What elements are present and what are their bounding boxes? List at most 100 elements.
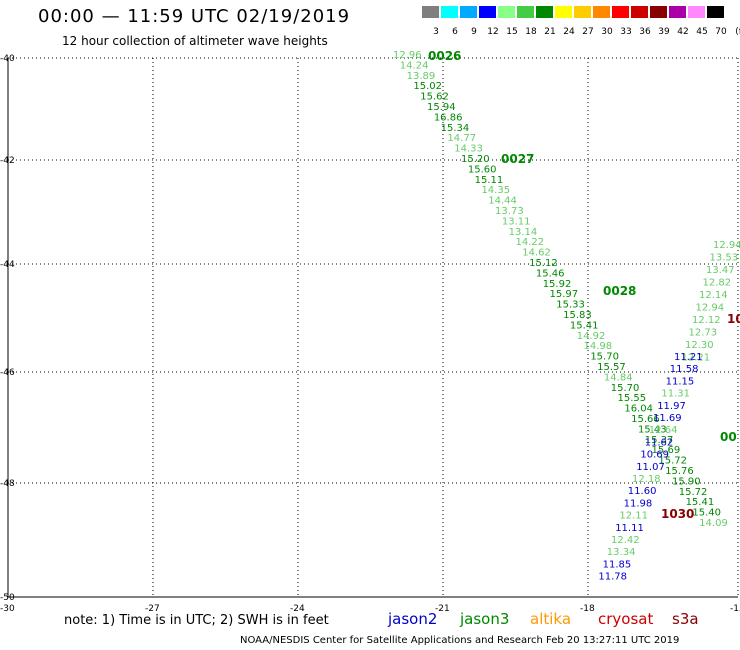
- track-value: 15.94: [427, 102, 456, 113]
- scale-swatch: [479, 6, 496, 18]
- track-value: 13.73: [495, 206, 524, 217]
- lon-label: -18: [580, 604, 595, 614]
- track-value: 12.96: [393, 50, 422, 61]
- track-value: 14.44: [488, 196, 517, 207]
- track-value: 14.84: [604, 372, 633, 383]
- track-value: 15.83: [563, 310, 592, 321]
- track-id: 0028: [603, 284, 636, 298]
- scale-swatch: [688, 6, 705, 18]
- track-value: 16.86: [434, 112, 463, 123]
- track-id: 0027: [501, 152, 534, 166]
- blue-track-value: 12.42: [611, 535, 640, 546]
- track-value: 15.62: [420, 92, 449, 103]
- blue-track-value: 11.31: [661, 389, 690, 400]
- lat-label: -40: [0, 54, 15, 64]
- track-value: 15.43: [638, 424, 667, 435]
- scale-label: 33: [620, 27, 632, 37]
- blue-track-value: 11.85: [603, 559, 632, 570]
- track-value: 13.14: [509, 227, 538, 238]
- scale-swatch: [669, 6, 686, 18]
- scale-label: 42: [677, 27, 689, 37]
- lat-label: -50: [0, 593, 15, 603]
- blue-track-value: 11.97: [657, 401, 686, 412]
- lon-label: -30: [0, 604, 15, 614]
- lon-label: -24: [290, 604, 305, 614]
- track-value: 15.55: [618, 393, 647, 404]
- track-value: 15.69: [652, 445, 681, 456]
- lat-label: -44: [0, 260, 15, 270]
- track-value: 16.04: [624, 404, 653, 415]
- track-value: 14.62: [522, 248, 551, 259]
- scale-label: 39: [658, 27, 670, 37]
- scale-unit: (ft): [735, 27, 740, 37]
- blue-track-value: 11.21: [674, 352, 703, 363]
- track-value: 14.33: [454, 144, 483, 155]
- blue-track-value: 11.11: [615, 523, 644, 534]
- track-value: 15.72: [658, 456, 687, 467]
- lon-label: -27: [145, 604, 160, 614]
- blue-track-value: 12.64: [649, 425, 678, 436]
- track-value: 14.77: [447, 133, 476, 144]
- track-value: 15.02: [413, 81, 442, 92]
- track-id: 1030: [661, 507, 694, 521]
- scale-label: 12: [487, 27, 499, 37]
- scale-swatch: [707, 6, 724, 18]
- track-value: 15.57: [597, 362, 626, 373]
- track-value: 15.46: [536, 268, 565, 279]
- track-value: 15.20: [461, 154, 490, 165]
- scale-label: 45: [696, 27, 708, 37]
- track-value: 15.76: [665, 466, 694, 477]
- track-value: 15.70: [611, 383, 640, 394]
- track-value: 15.12: [529, 258, 558, 269]
- track-value: 15.37: [645, 435, 674, 446]
- track-value: 15.41: [686, 497, 715, 508]
- blue-track-value: 11.58: [670, 364, 699, 375]
- scale-label: 6: [452, 27, 458, 37]
- scale-swatch: [574, 6, 591, 18]
- right-track-value: 12.14: [699, 290, 728, 301]
- right-track-value: 12.12: [692, 315, 721, 326]
- track-value: 14.92: [577, 331, 606, 342]
- footer-note: note: 1) Time is in UTC; 2) SWH is in fe…: [64, 613, 329, 628]
- track-value: 15.11: [475, 175, 504, 186]
- track-value: 15.97: [549, 289, 578, 300]
- scale-swatch: [517, 6, 534, 18]
- track-value: 15.41: [570, 320, 599, 331]
- lon-label: -21: [435, 604, 450, 614]
- page-title: 00:00 — 11:59 UTC 02/19/2019: [38, 6, 351, 27]
- lon-label: -15: [730, 604, 740, 614]
- track-id: 0026: [428, 49, 461, 63]
- blue-track-value: 11.78: [598, 572, 627, 583]
- blue-track-value: 11.15: [666, 376, 695, 387]
- blue-track-value: 13.34: [607, 547, 636, 558]
- legend-item-cryosat: cryosat: [598, 610, 654, 628]
- track-value: 15.70: [590, 352, 619, 363]
- blue-track-value: 11.60: [628, 486, 657, 497]
- page-subtitle: 12 hour collection of altimeter wave hei…: [62, 34, 328, 48]
- scale-swatch: [593, 6, 610, 18]
- scale-swatch: [536, 6, 553, 18]
- legend-item-s3a: s3a: [672, 610, 699, 628]
- scale-swatch: [441, 6, 458, 18]
- legend-item-altika: altika: [530, 610, 572, 628]
- lat-label: -42: [0, 156, 15, 166]
- track-value: 15.60: [468, 164, 497, 175]
- scale-swatch: [460, 6, 477, 18]
- blue-track-value: 12.11: [619, 511, 648, 522]
- track-value: 14.35: [481, 185, 510, 196]
- scale-label: 18: [525, 27, 537, 37]
- scale-label: 30: [601, 27, 613, 37]
- track-value: 15.90: [672, 476, 701, 487]
- track-value: 13.89: [407, 71, 436, 82]
- track-value: 15.66: [631, 414, 660, 425]
- blue-track-value: 12.18: [632, 474, 661, 485]
- blue-track-value: 11.69: [653, 413, 682, 424]
- track-value: 13.11: [502, 216, 531, 227]
- scale-label: 27: [582, 27, 594, 37]
- right-track-value: 12.30: [685, 340, 714, 351]
- scale-label: 9: [471, 27, 477, 37]
- credit-line: NOAA/NESDIS Center for Satellite Applica…: [240, 635, 680, 646]
- scale-label: 21: [544, 27, 556, 37]
- track-value: 15.40: [692, 508, 721, 519]
